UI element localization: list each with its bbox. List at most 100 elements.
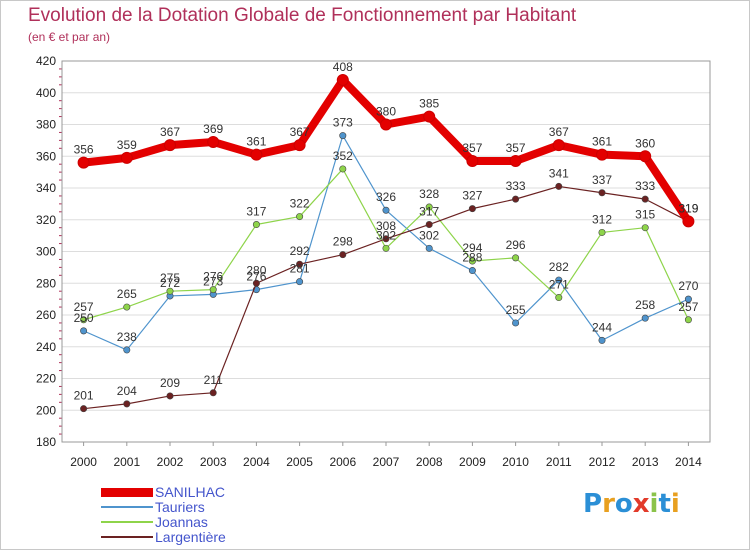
data-label: 308 [376, 219, 396, 233]
data-point [382, 206, 390, 214]
data-point [555, 182, 563, 190]
data-label: 280 [246, 263, 266, 277]
x-tick-label: 2003 [200, 455, 227, 469]
data-point [166, 392, 174, 400]
data-point [425, 203, 433, 211]
data-label: 319 [678, 201, 698, 215]
data-label: 276 [203, 270, 223, 284]
data-label: 211 [204, 373, 223, 387]
logo-letter: i [649, 489, 659, 519]
data-label: 204 [117, 384, 137, 398]
data-label: 367 [549, 125, 569, 139]
data-point [336, 74, 349, 87]
data-label: 361 [592, 135, 612, 149]
data-point [166, 287, 174, 295]
data-point [123, 303, 131, 311]
data-point [596, 148, 608, 161]
legend-swatch [101, 536, 153, 538]
data-point [209, 389, 217, 397]
y-tick-label: 340 [36, 181, 56, 195]
data-point [598, 189, 606, 197]
data-label: 273 [203, 274, 223, 288]
data-label: 317 [419, 205, 439, 219]
legend-label: Joannas [155, 514, 208, 530]
x-tick-label: 2007 [373, 455, 400, 469]
data-point [425, 244, 433, 252]
data-label: 257 [74, 300, 94, 314]
data-label: 276 [246, 270, 266, 284]
data-label: 360 [635, 136, 655, 150]
x-tick-label: 2014 [675, 455, 702, 469]
data-label: 288 [462, 251, 482, 265]
data-label: 385 [419, 97, 439, 111]
data-point [552, 139, 565, 152]
data-label: 333 [506, 179, 526, 193]
data-label: 244 [592, 320, 612, 334]
chart-subtitle: (en € et par an) [28, 30, 111, 44]
data-label: 359 [117, 138, 137, 152]
logo-letter: t [658, 489, 671, 519]
data-point [339, 251, 347, 259]
data-point [382, 244, 390, 252]
x-tick-label: 2013 [632, 455, 659, 469]
y-tick-label: 220 [36, 372, 56, 386]
data-label: 238 [117, 330, 137, 344]
data-label: 341 [549, 166, 569, 180]
data-point [641, 195, 649, 203]
data-label: 367 [160, 125, 180, 139]
y-tick-label: 420 [36, 54, 56, 68]
data-label: 258 [635, 298, 655, 312]
data-label: 408 [333, 60, 353, 74]
data-label: 352 [333, 149, 353, 163]
y-tick-label: 260 [36, 308, 56, 322]
data-point [598, 336, 606, 344]
data-label: 369 [203, 122, 223, 136]
data-point [468, 267, 476, 275]
data-label: 271 [549, 278, 569, 292]
data-point [466, 155, 479, 168]
data-point [468, 257, 476, 265]
data-point [598, 228, 606, 236]
data-label: 373 [333, 116, 353, 130]
data-label: 367 [290, 125, 310, 139]
data-label: 275 [160, 271, 180, 285]
data-point [555, 294, 563, 302]
data-label: 337 [592, 173, 612, 187]
data-label: 302 [419, 228, 439, 242]
data-label: 201 [74, 389, 94, 403]
data-label: 322 [290, 197, 310, 211]
data-label: 298 [333, 235, 353, 249]
data-label: 333 [635, 179, 655, 193]
y-tick-label: 180 [36, 435, 56, 449]
legend-label: Largentière [155, 529, 226, 545]
x-tick-label: 2000 [70, 455, 97, 469]
data-label: 356 [74, 143, 94, 157]
x-tick-label: 2011 [546, 455, 572, 469]
data-point [555, 276, 563, 284]
data-point [164, 139, 176, 152]
x-tick-label: 2005 [286, 455, 313, 469]
y-tick-label: 240 [36, 340, 56, 354]
data-label: 357 [462, 141, 482, 155]
data-label: 209 [160, 376, 180, 390]
data-point [382, 235, 390, 243]
data-point [682, 215, 695, 228]
data-point [641, 224, 649, 232]
x-tick-label: 2001 [113, 455, 140, 469]
data-label: 357 [506, 141, 526, 155]
data-point [80, 405, 88, 413]
data-label: 250 [74, 311, 94, 325]
data-point [252, 279, 260, 287]
data-point [641, 314, 649, 322]
data-point [423, 110, 436, 123]
data-point [207, 135, 220, 148]
proxiti-logo: Proxiti [583, 489, 680, 519]
data-point [296, 278, 304, 286]
chart-title: Evolution de la Dotation Globale de Fonc… [28, 5, 577, 26]
data-label: 319 [678, 201, 698, 215]
data-label: 292 [290, 244, 310, 258]
data-label: 327 [462, 189, 482, 203]
data-label: 317 [246, 205, 266, 219]
